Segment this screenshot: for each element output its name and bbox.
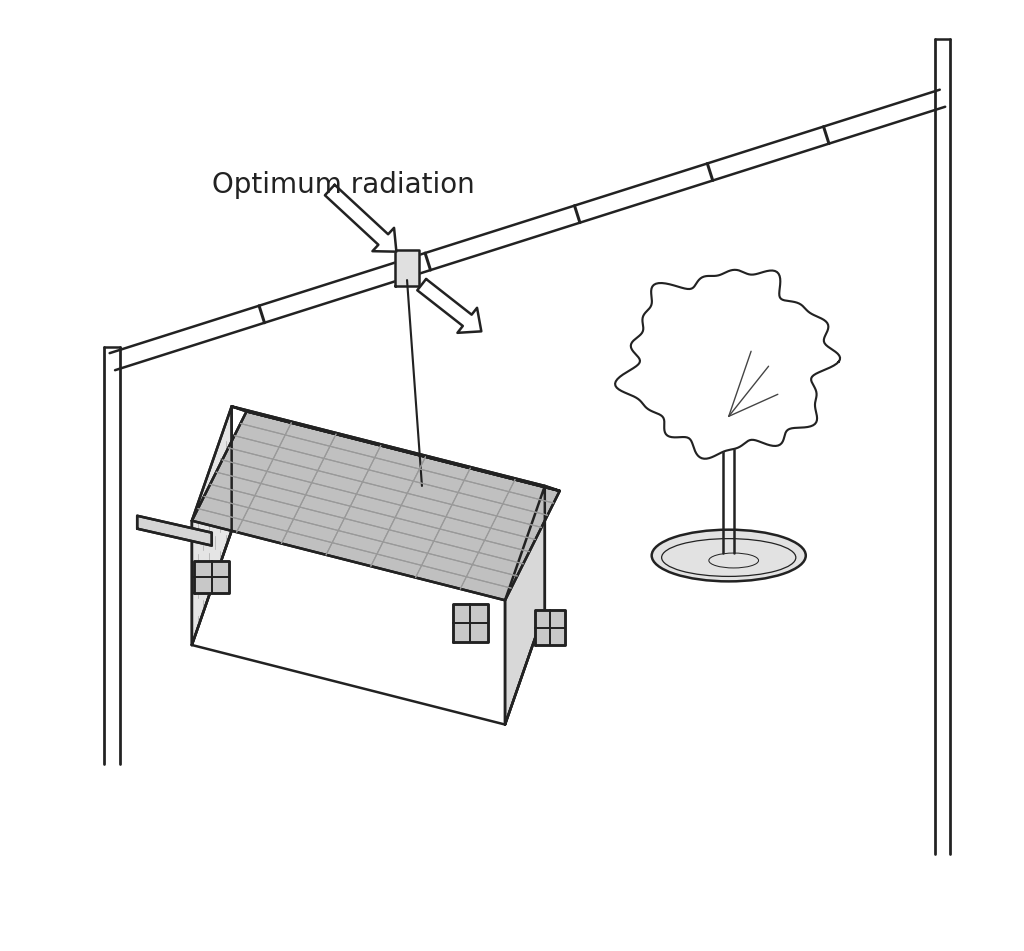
Polygon shape	[453, 604, 487, 642]
Polygon shape	[191, 412, 560, 600]
Polygon shape	[191, 406, 231, 645]
Polygon shape	[195, 561, 229, 592]
Polygon shape	[231, 406, 560, 491]
Polygon shape	[395, 250, 419, 286]
Polygon shape	[505, 486, 545, 725]
Polygon shape	[137, 515, 212, 546]
Polygon shape	[191, 406, 231, 645]
Polygon shape	[195, 561, 229, 592]
Polygon shape	[505, 486, 545, 725]
Polygon shape	[325, 184, 396, 252]
Polygon shape	[191, 412, 560, 600]
Polygon shape	[231, 406, 560, 491]
Polygon shape	[137, 515, 212, 546]
Polygon shape	[535, 611, 564, 645]
Polygon shape	[535, 611, 564, 645]
Ellipse shape	[651, 530, 806, 581]
Text: Optimum radiation: Optimum radiation	[212, 170, 474, 199]
Polygon shape	[453, 604, 487, 642]
Polygon shape	[615, 270, 840, 458]
Polygon shape	[417, 279, 481, 333]
